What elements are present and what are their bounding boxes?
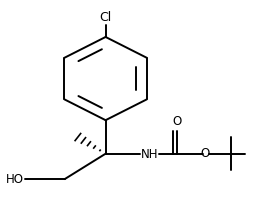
Text: O: O	[172, 115, 182, 129]
Text: O: O	[200, 147, 209, 160]
Text: HO: HO	[6, 173, 24, 186]
Text: NH: NH	[141, 148, 159, 161]
Text: Cl: Cl	[100, 11, 112, 24]
